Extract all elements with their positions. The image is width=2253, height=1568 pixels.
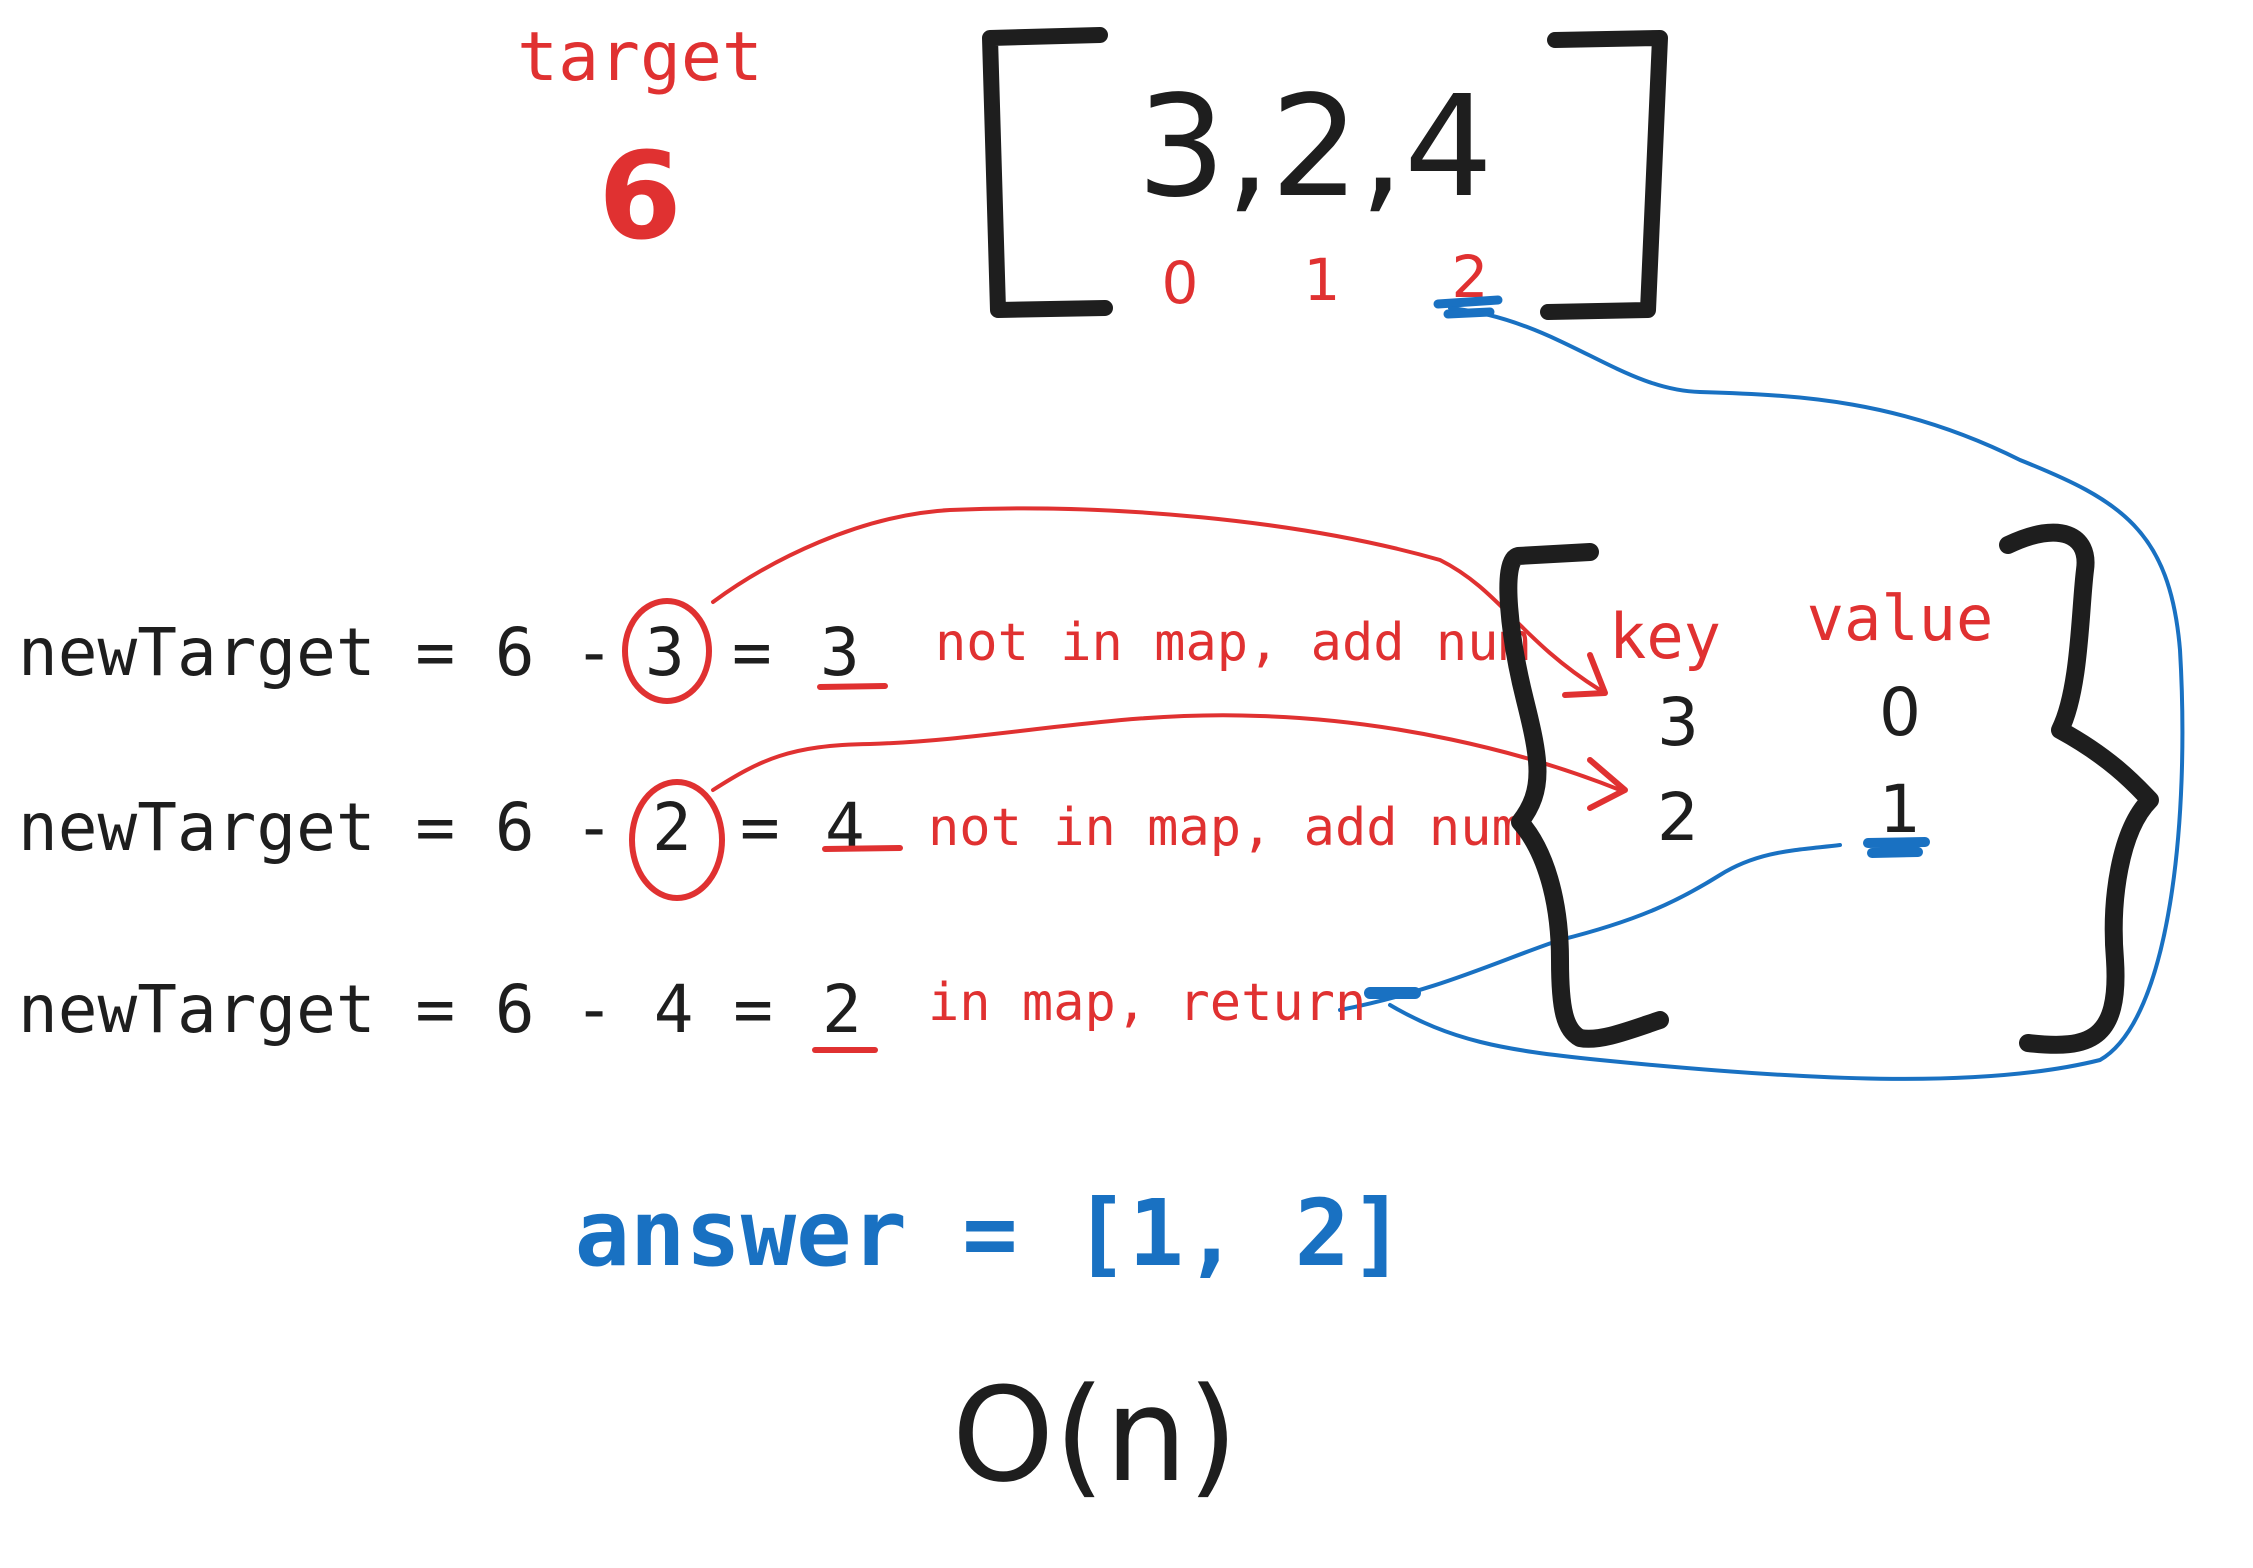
step-2-result: 4: [825, 789, 865, 866]
complexity: O(n): [952, 1359, 1238, 1511]
blue-connector-return: [1340, 845, 1840, 1010]
step-1-eq: =: [732, 614, 772, 691]
step-3-result: 2: [822, 971, 862, 1048]
map-row-2-value: 1: [1879, 771, 1921, 848]
array-index-0: 0: [1162, 249, 1199, 317]
step-3-prefix: newTarget = 6 - 4 =: [18, 971, 773, 1048]
target-value: 6: [598, 128, 682, 267]
array-left-bracket: [990, 35, 1105, 310]
step-2-underline: [825, 848, 900, 849]
map-key-header: key: [1609, 600, 1721, 673]
array-index-1: 1: [1304, 246, 1341, 314]
step-1-note: not in map, add num: [935, 613, 1530, 673]
array-values: 3,2,4: [1137, 66, 1493, 229]
step-1-result: 3: [820, 614, 860, 691]
step-2-note: not in map, add num: [928, 798, 1523, 858]
map-row-1-value: 0: [1879, 674, 1921, 751]
map-row-2-value-mark: [1868, 842, 1925, 853]
step-2-prefix: newTarget = 6 -: [18, 789, 614, 866]
map-row-1-key: 3: [1657, 684, 1699, 761]
answer: answer = [1, 2]: [575, 1180, 1406, 1287]
step-1-underline: [820, 686, 885, 687]
arrow-2-to-map: [713, 715, 1620, 790]
step-1-prefix: newTarget = 6 -: [18, 614, 614, 691]
map-row-2-key: 2: [1657, 779, 1699, 856]
step-2-num: 2: [652, 789, 692, 866]
array-right-bracket: [1548, 38, 1660, 312]
step-2-eq: =: [740, 789, 780, 866]
map-right-brace: [2008, 533, 2150, 1045]
step-1-num: 3: [645, 614, 685, 691]
step-3-note: in map, return: [928, 973, 1366, 1033]
map-value-header: value: [1807, 582, 1994, 655]
target-label: target: [517, 18, 763, 97]
